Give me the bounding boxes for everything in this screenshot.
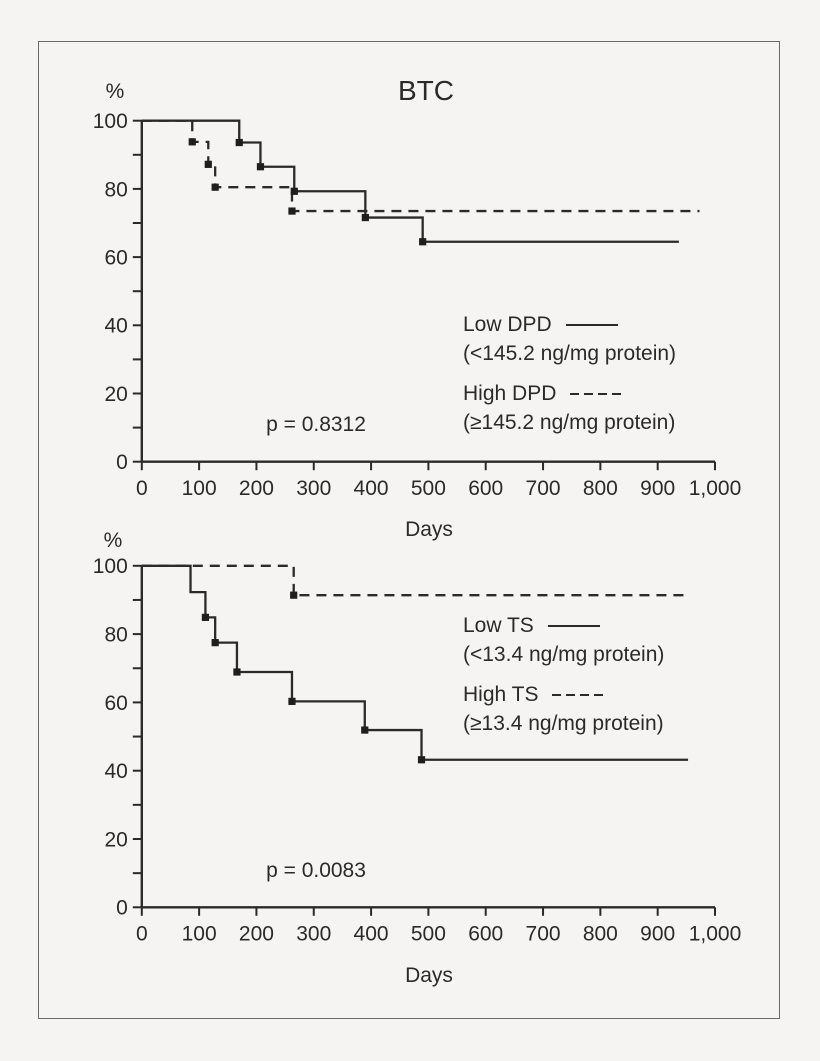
low-ts-event-marker: [201, 613, 210, 621]
bottom-y-tick-label: 40: [104, 760, 127, 783]
high-ts-survival-curve: [141, 564, 689, 597]
top-x-tick-label: 1,000: [689, 477, 742, 500]
bottom-y-tick-label: 20: [104, 828, 127, 851]
low-ts-event-marker: [417, 756, 426, 764]
low-dpd-survival-curve: [141, 119, 679, 243]
low-dpd-event-marker: [419, 238, 427, 246]
bottom-x-tick-label: 200: [239, 923, 274, 946]
top-x-tick-label: 900: [640, 477, 675, 500]
top-y-tick-label: 60: [104, 246, 127, 269]
bottom-y-tick-label: 0: [116, 897, 128, 920]
low-ts-event-marker: [288, 697, 296, 705]
low-dpd-event-marker: [361, 213, 369, 222]
top-x-tick-label: 500: [411, 477, 446, 500]
high-dpd-event-marker: [204, 160, 212, 168]
legend-dashed-line-sample: [570, 392, 623, 396]
bottom-x-tick-label: 600: [468, 923, 503, 946]
bottom-x-tick-label: 400: [354, 923, 389, 946]
legend-label-high-dpd: High DPD: [463, 382, 557, 405]
legend-sub-high-ts: (≥13.4 ng/mg protein): [463, 712, 664, 735]
legend-sub-high-dpd: (≥145.2 ng/mg protein): [463, 411, 676, 434]
legend-solid-line-sample: [547, 625, 600, 627]
bottom-x-axis-label: Days: [405, 964, 453, 987]
bottom-y-tick-label: 100: [93, 555, 128, 578]
bottom-p-value: p = 0.0083: [266, 859, 366, 882]
top-x-tick-label: 800: [583, 477, 618, 500]
legend-label-low-ts: Low TS: [463, 614, 534, 637]
low-ts-event-marker: [211, 639, 219, 647]
bottom-x-tick-label: 500: [411, 923, 446, 946]
high-dpd-survival-curve: [141, 119, 700, 213]
legend-row-high-ts: High TS: [463, 682, 664, 708]
legend-sub-low-ts: (<13.4 ng/mg protein): [463, 643, 665, 666]
high-dpd-event-marker: [288, 207, 296, 215]
bottom-x-tick-label: 700: [526, 923, 561, 946]
bottom-legend: Low TS (<13.4 ng/mg protein) High TS (≥1…: [463, 613, 664, 737]
bottom-y-tick-label: 60: [104, 692, 127, 715]
legend-row-high-dpd: High DPD: [463, 381, 676, 407]
low-dpd-event-marker: [290, 187, 298, 195]
top-y-tick-label: 80: [104, 178, 127, 201]
bottom-y-axis-unit: %: [103, 529, 123, 552]
top-x-tick-label: 400: [354, 477, 389, 500]
high-dpd-event-marker: [188, 138, 196, 146]
top-y-tick-label: 0: [116, 451, 128, 474]
top-legend: Low DPD (<145.2 ng/mg protein) High DPD …: [463, 312, 676, 436]
bottom-x-tick-label: 800: [583, 923, 618, 946]
low-dpd-event-marker: [256, 163, 265, 171]
top-y-tick-label: 100: [93, 110, 128, 133]
top-y-tick-label: 40: [104, 315, 127, 338]
top-x-tick-label: 700: [526, 477, 561, 500]
legend-row-low-ts: Low TS: [463, 613, 664, 639]
top-p-value: p = 0.8312: [266, 413, 366, 436]
bottom-x-tick-label: 300: [296, 923, 331, 946]
low-dpd-event-marker: [235, 138, 243, 147]
bottom-x-tick-label: 900: [640, 923, 675, 946]
top-chart-title: BTC: [398, 75, 454, 106]
bottom-x-tick-label: 100: [182, 923, 217, 946]
legend-sub-low-dpd: (<145.2 ng/mg protein): [463, 342, 677, 365]
legend-solid-line-sample: [565, 324, 618, 326]
top-y-axis-unit: %: [105, 80, 125, 103]
top-x-tick-label: 600: [468, 477, 503, 500]
bottom-x-tick-label: 1,000: [689, 923, 742, 946]
top-x-tick-label: 200: [239, 477, 274, 500]
top-x-tick-label: 100: [182, 477, 217, 500]
legend-label-low-dpd: Low DPD: [463, 313, 552, 336]
bottom-x-tick-label: 0: [136, 923, 148, 946]
high-dpd-event-marker: [211, 183, 219, 191]
legend-label-high-ts: High TS: [463, 683, 539, 706]
low-ts-survival-curve: [141, 564, 689, 761]
figure-frame: [38, 41, 780, 1019]
top-x-tick-label: 0: [136, 477, 148, 500]
top-y-tick-label: 20: [104, 383, 127, 406]
low-ts-event-marker: [233, 668, 241, 676]
legend-row-low-dpd: Low DPD: [463, 312, 676, 338]
low-ts-event-marker: [361, 726, 369, 734]
high-ts-event-marker: [290, 591, 298, 599]
top-x-tick-label: 300: [296, 477, 331, 500]
legend-dashed-line-sample: [552, 693, 605, 697]
top-x-axis-label: Days: [405, 518, 453, 541]
bottom-y-tick-label: 80: [104, 623, 127, 646]
